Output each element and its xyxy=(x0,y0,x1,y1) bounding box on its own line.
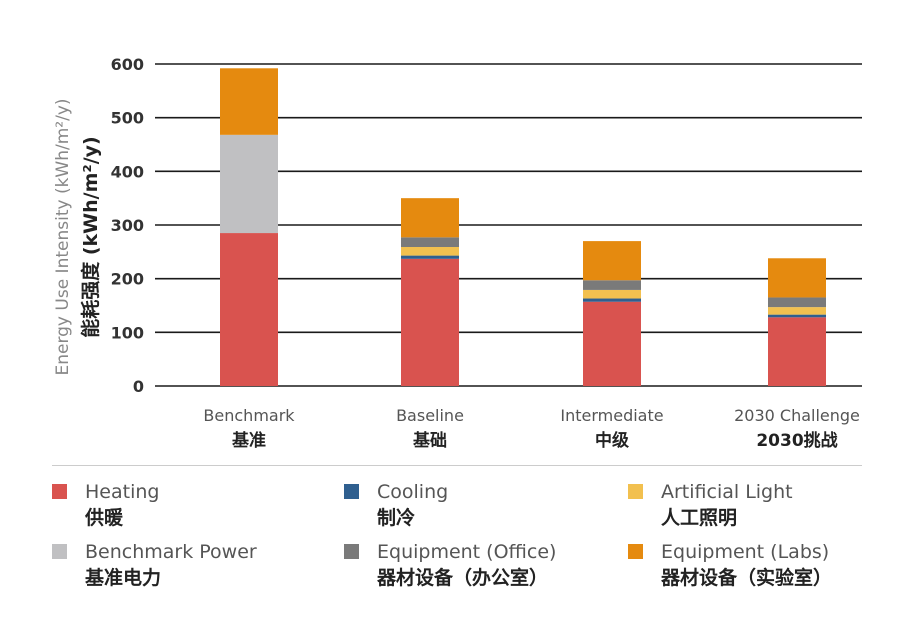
y-tick-label: 400 xyxy=(111,162,144,181)
legend-item-benchmark_power: Benchmark Power 基准电力 xyxy=(52,540,257,592)
category-label-en: Baseline xyxy=(396,406,464,425)
bar-segment-heating xyxy=(401,258,459,386)
category-label-zh: 2030挑战 xyxy=(756,430,837,451)
legend-item-lighting: Artificial Light 人工照明 xyxy=(628,480,793,532)
legend-label-zh: 制冷 xyxy=(377,507,416,529)
category-label-en: 2030 Challenge xyxy=(734,406,860,425)
legend-label-en: Heating xyxy=(85,481,160,503)
legend-label-zh: 人工照明 xyxy=(661,507,738,529)
legend-swatch xyxy=(628,544,643,559)
legend-label-zh: 供暖 xyxy=(85,507,124,529)
category-label-zh: 中级 xyxy=(595,430,629,451)
y-tick-label: 100 xyxy=(111,323,144,342)
legend-item-cooling: Cooling 制冷 xyxy=(344,480,448,532)
legend-swatch xyxy=(344,484,359,499)
bar-segment-equip_labs xyxy=(583,241,641,281)
bar-stack xyxy=(401,198,459,386)
legend: Heating 供暖 Cooling 制冷 Artificial Light 人工照明 Be… xyxy=(0,480,900,610)
bar-segment-equip_labs xyxy=(768,258,826,298)
category-label-en: Intermediate xyxy=(560,406,663,425)
legend-swatch xyxy=(52,484,67,499)
legend-item-equip_office: Equipment (Office) 器材设备（办公室） xyxy=(344,540,556,592)
bar-segment-cooling xyxy=(401,255,459,259)
legend-label-zh: 器材设备（办公室） xyxy=(377,567,549,589)
legend-swatch xyxy=(628,484,643,499)
category-label-zh: 基准 xyxy=(231,430,266,451)
legend-label-en: Artificial Light xyxy=(661,481,793,503)
bar-segment-lighting xyxy=(583,289,641,299)
legend-item-equip_labs: Equipment (Labs) 器材设备（实验室） xyxy=(628,540,832,592)
legend-swatch xyxy=(344,544,359,559)
bar-segment-heating xyxy=(768,317,826,386)
legend-label-en: Equipment (Office) xyxy=(377,541,557,563)
bar-segment-equip_office xyxy=(401,237,459,248)
category-label-en: Benchmark xyxy=(203,406,295,425)
y-tick-label: 600 xyxy=(111,55,144,74)
bar-segment-equip_office xyxy=(583,280,641,290)
bar-segment-lighting xyxy=(401,247,459,256)
legend-label-en: Cooling xyxy=(377,481,449,503)
legend-label-en: Equipment (Labs) xyxy=(661,541,830,563)
bar-segment-lighting xyxy=(768,307,826,315)
bar-segment-equip_office xyxy=(768,297,826,308)
bar-stack xyxy=(583,241,641,386)
bar-segment-heating xyxy=(583,301,641,386)
bar-stack xyxy=(220,68,278,386)
bar-segment-cooling xyxy=(583,298,641,302)
legend-label-zh: 器材设备（实验室） xyxy=(661,567,833,589)
y-axis-label-zh: 能耗强度 (kWh/m²/y) xyxy=(79,136,102,338)
stacked-bar-chart: 0 100 200 300 400 500 600 Benchmark 基准 Baseline 基… xyxy=(53,55,862,451)
legend-label-zh: 基准电力 xyxy=(85,567,162,589)
bar-segment-equip_labs xyxy=(401,198,459,238)
y-tick-label: 500 xyxy=(111,109,144,128)
y-axis-label-en: Energy Use Intensity (kWh/m²/y) xyxy=(53,98,73,375)
legend-item-heating: Heating 供暖 xyxy=(52,480,159,532)
y-tick-label: 200 xyxy=(111,270,144,289)
bar-stack xyxy=(768,258,826,386)
category-label-zh: 基础 xyxy=(412,430,447,451)
legend-divider xyxy=(52,465,862,466)
chart-svg: 0 100 200 300 400 500 600 Benchmark 基准 Baseline 基… xyxy=(53,55,862,451)
bar-segment-benchmark_power xyxy=(220,134,278,234)
bar-segment-heating xyxy=(220,233,278,386)
y-tick-label: 300 xyxy=(111,216,144,235)
bar-segment-equip_labs xyxy=(220,68,278,135)
y-tick-label: 0 xyxy=(133,377,144,396)
legend-label-en: Benchmark Power xyxy=(85,541,257,563)
bar-segment-cooling xyxy=(768,314,826,318)
legend-swatch xyxy=(52,544,67,559)
